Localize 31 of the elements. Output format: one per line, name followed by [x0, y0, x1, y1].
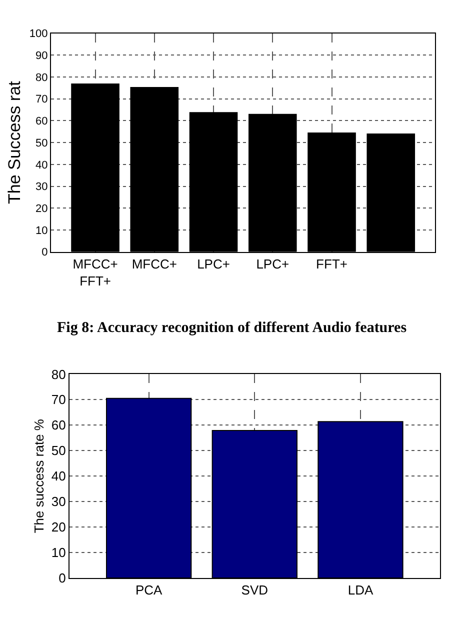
caption: Fig 8: Accuracy recognition of different Audio features [57, 320, 407, 336]
y-tick-label: 10 [51, 545, 66, 560]
x-tick-label: PCA [135, 582, 163, 598]
x-tick-label: FFT+ [316, 256, 348, 272]
y-tick-label: 40 [35, 159, 48, 172]
x-tick-label: LPC+ [197, 256, 230, 272]
y-axis-title: The Success rat [4, 80, 24, 204]
y-tick-label: 60 [35, 116, 48, 128]
y-tick-label: 30 [51, 494, 66, 510]
y-tick-label: 50 [51, 443, 66, 458]
y-tick-label: 10 [35, 224, 48, 237]
y-tick-label: 20 [35, 202, 48, 215]
y-tick-label: 80 [35, 72, 48, 84]
y-tick-label: 80 [51, 366, 66, 382]
y-tick-label: 70 [51, 392, 66, 408]
y-tick-label: 20 [51, 520, 66, 535]
x-tick-label: MFCC+ [132, 256, 177, 272]
y-tick-label: 0 [42, 246, 48, 259]
x-tick-label: LPC+ [256, 256, 290, 272]
y-tick-label: 100 [29, 28, 48, 40]
y-axis-title: The success rate % [31, 418, 46, 534]
y-tick-label: 60 [51, 418, 66, 433]
x-tick-label: SVD [241, 582, 268, 598]
y-tick-label: 40 [51, 468, 66, 484]
y-tick-label: 0 [58, 570, 66, 586]
y-tick-label: 90 [35, 50, 48, 62]
x-tick-label: LDA [348, 582, 374, 598]
y-tick-label: 70 [35, 94, 48, 106]
y-tick-label: 50 [35, 137, 48, 150]
y-tick-label: 30 [35, 181, 48, 194]
x-tick-label: MFCC+ FFT+ [72, 256, 118, 288]
